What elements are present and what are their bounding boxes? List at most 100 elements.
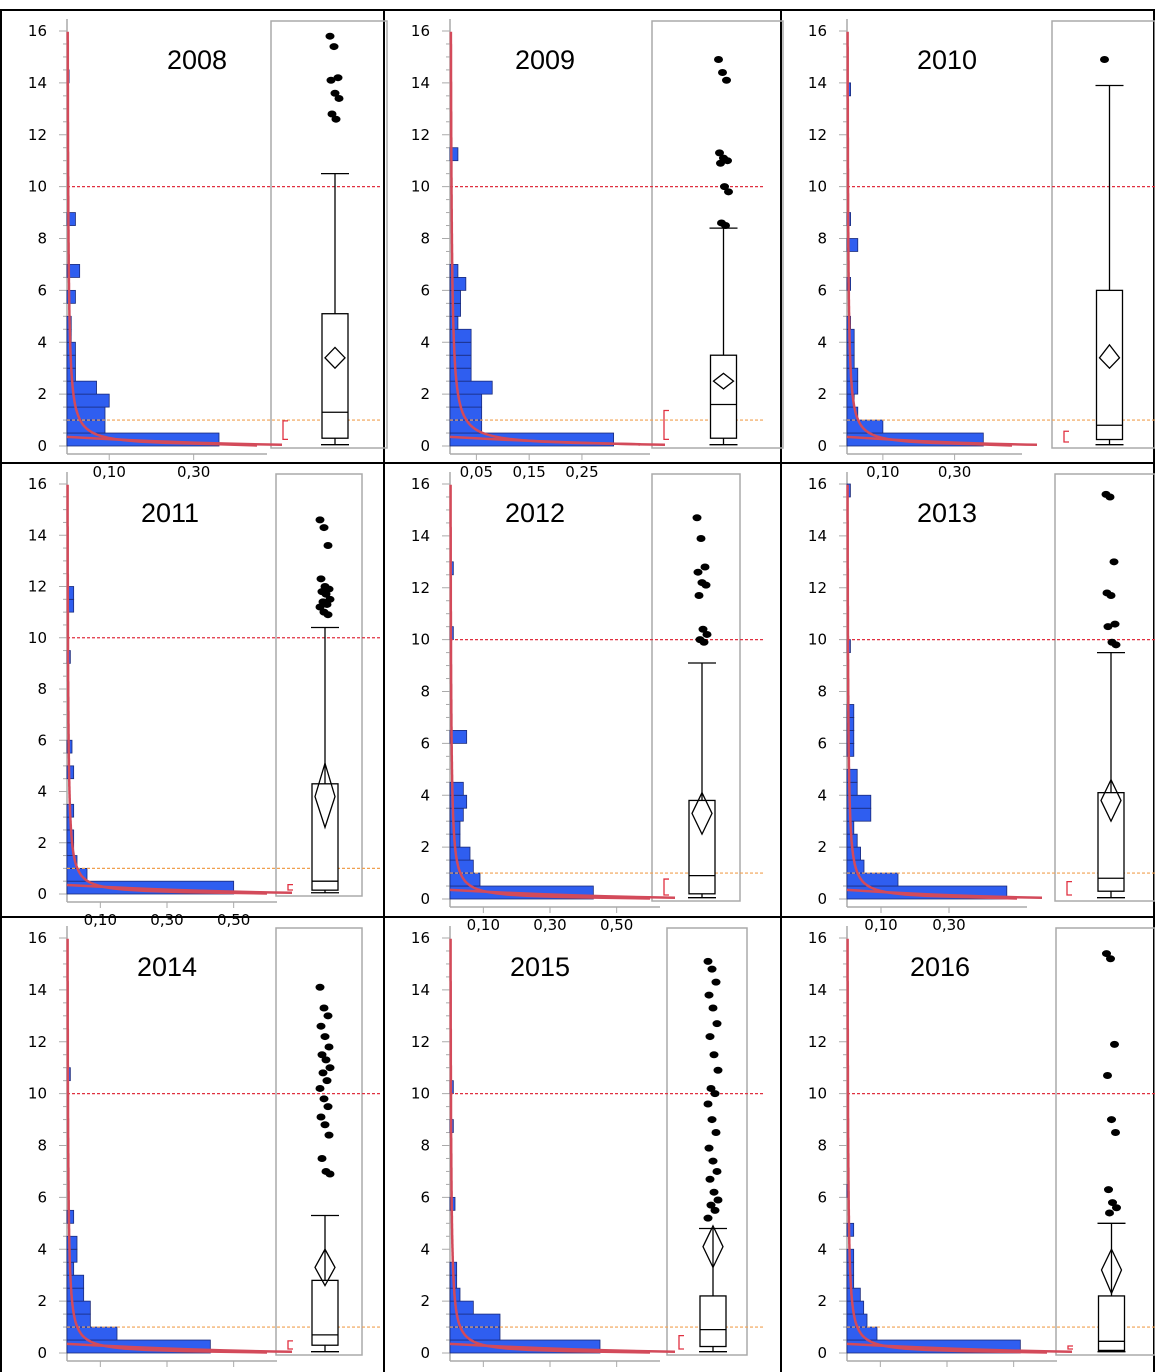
outlier-point [702,630,712,638]
y-tick-label: 8 [817,1137,827,1155]
panel-title: 2015 [510,952,570,982]
y-tick-label: 12 [411,1033,430,1051]
histogram-bar [449,147,459,162]
outlier-point [713,1066,723,1074]
y-tick-label: 10 [28,1085,47,1103]
panel-svg: 0 2 4 6 8 10 12 14 16 0,10 0,30 0,50 2012 [411,472,765,934]
y-tick-label: 8 [37,680,47,698]
panel-title: 2016 [910,952,970,982]
y-tick-label: 10 [411,178,430,196]
shortest-half-bracket [1067,1345,1073,1350]
outlier-point [321,590,331,598]
outlier-point [323,1103,333,1111]
y-tick-label: 6 [420,734,430,752]
histogram-bar [449,1326,501,1341]
x-tick-label: 0,30 [177,463,210,481]
y-tick-label: 2 [37,385,47,403]
y-tick-label: 16 [28,475,47,493]
outlier-point [710,1206,720,1214]
y-tick-label: 2 [37,834,47,852]
panel-svg: 0 2 4 6 8 10 12 14 16 0,10 0,30 0,50 2011 [28,472,382,929]
shortest-half-bracket [287,883,293,891]
histogram-bar [846,794,872,809]
grid-rule-right [1153,9,1155,1372]
outlier-point [325,1170,335,1178]
histogram-bar [449,846,471,861]
fitted-curve [66,938,268,1354]
y-tick-label: 16 [808,22,827,40]
boxplot-frame [270,20,388,449]
year-panel-2011: 0 2 4 6 8 10 12 14 16 0,10 0,30 0,50 2011 [2,464,382,929]
outlier-point [700,563,710,571]
outlier-point [1100,56,1109,64]
y-tick-label: 12 [411,579,430,597]
y-tick-label: 0 [37,437,47,455]
outlier-point [708,1004,718,1012]
outlier-point [1106,955,1115,963]
y-tick-label: 16 [28,22,47,40]
year-panel-2008: 0 2 4 6 8 10 12 14 16 0,10 0,30 2008 [2,11,388,481]
box-iqr [699,1295,727,1348]
histogram-bar [449,393,483,408]
x-tick-label: 0,10 [93,463,126,481]
y-tick-label: 14 [411,527,430,545]
x-tick-label: 0,10 [866,463,899,481]
outlier-point [322,600,332,608]
box-iqr [1095,289,1124,441]
fitted-curve [846,484,1018,900]
boxplot-frame [651,473,741,902]
boxplot-frame [651,20,784,449]
panel-title: 2013 [917,498,977,528]
y-tick-label: 14 [28,526,47,544]
y-tick-label: 0 [817,890,827,908]
y-tick-label: 10 [411,1085,430,1103]
outlier-point [712,1167,722,1175]
y-tick-label: 4 [37,1240,47,1258]
outlier-point [321,1056,331,1064]
outlier-point [1103,623,1113,631]
panel-svg: 0 2 4 6 8 10 12 14 16 0,10 0,30 2008 [28,19,388,481]
outlier-point [1111,641,1121,649]
shortest-half-bracket [1063,430,1069,443]
y-tick-label: 4 [817,1240,827,1258]
y-tick-label: 14 [808,74,827,92]
outlier-point [317,1051,327,1059]
outlier-point [696,534,706,542]
y-tick-label: 4 [817,786,827,804]
y-tick-label: 4 [37,333,47,351]
outlier-point [694,592,704,600]
outlier-point [704,1144,714,1152]
y-tick-label: 14 [808,527,827,545]
mean-diamond [702,1224,724,1269]
shortest-half-bracket [1066,881,1072,896]
x-tick-label: 0,25 [565,463,598,481]
mean-diamond [314,761,336,830]
histogram-bar [66,1313,91,1328]
histogram-bar [66,406,106,421]
outlier-point [320,1033,330,1041]
mean-diamond [1100,1247,1123,1295]
x-tick-label: 0,10 [84,911,117,929]
outlier-point [330,89,340,97]
x-tick-label: 0,50 [217,911,250,929]
histogram-bar [846,872,899,887]
outlier-point [709,1051,719,1059]
outlier-point [709,1188,719,1196]
outlier-point [334,94,344,102]
outlier-point [1107,1116,1116,1124]
year-panel-2016: 0 2 4 6 8 10 12 14 16 0,10 0,30 0,50 2016 [782,918,1155,1372]
x-tick-label: 0,30 [930,1370,963,1372]
histogram-bar [846,768,858,783]
y-tick-label: 4 [37,783,47,801]
outlier-point [317,1154,327,1162]
x-tick-label: 0,30 [150,911,183,929]
outlier-point [1112,1204,1121,1212]
outlier-point [1109,558,1119,566]
y-tick-label: 10 [28,178,47,196]
y-tick-label: 2 [817,385,827,403]
y-tick-label: 14 [28,981,47,999]
outlier-point [323,611,333,619]
histogram-bar [66,264,81,278]
histogram-bar [846,1287,861,1302]
y-tick-label: 6 [817,1188,827,1206]
